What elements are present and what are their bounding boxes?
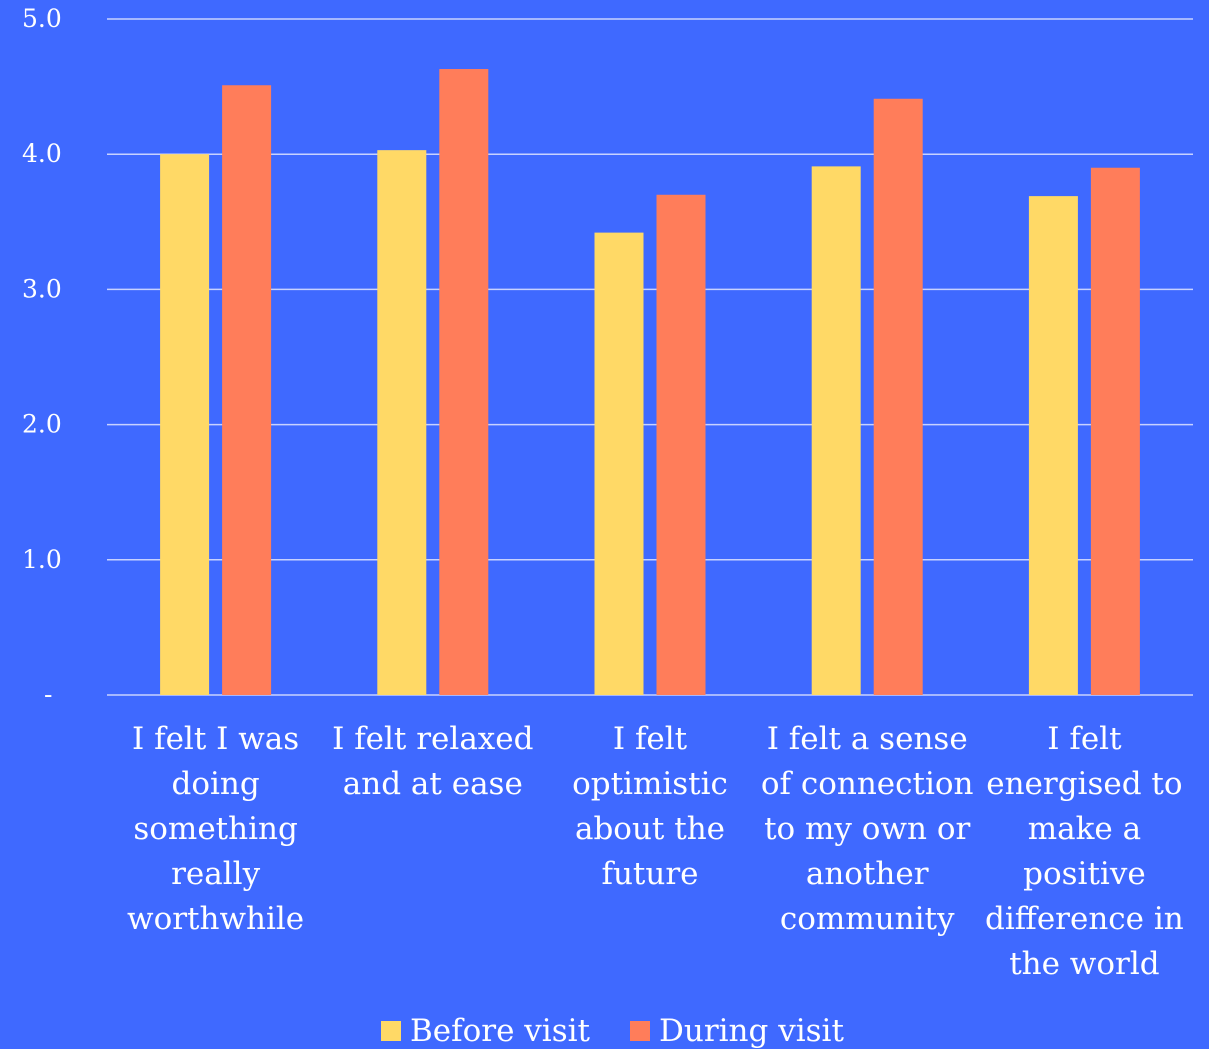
- x-category-label: to my own or: [764, 811, 970, 847]
- bar: [160, 154, 210, 695]
- x-category-label: the world: [1009, 946, 1159, 982]
- y-tick-label: 4.0: [22, 139, 62, 168]
- bar: [222, 85, 272, 696]
- y-tick-label: -: [44, 680, 52, 709]
- bar: [439, 69, 489, 696]
- x-category-label: difference in: [985, 901, 1184, 937]
- bar: [1090, 167, 1140, 696]
- y-tick-label: 3.0: [22, 274, 62, 303]
- x-category-label: I felt: [1047, 721, 1122, 757]
- x-category-label: community: [780, 901, 955, 937]
- bar: [656, 194, 706, 695]
- x-category-label: I felt I was: [132, 721, 299, 757]
- bar: [594, 232, 644, 695]
- bars: [160, 69, 1140, 696]
- x-category-label: energised to: [986, 766, 1182, 802]
- x-category-label: future: [601, 856, 698, 892]
- x-category-label: positive: [1023, 856, 1146, 892]
- x-category-label: worthwhile: [127, 901, 304, 937]
- legend-swatch-during-visit: [630, 1021, 650, 1041]
- x-category-label: of connection: [761, 766, 974, 802]
- y-tick-label: 2.0: [22, 410, 62, 439]
- x-category-label: I felt a sense: [767, 721, 968, 757]
- x-category-label: I felt: [613, 721, 688, 757]
- x-axis-category-labels: I felt I was doing something really worthwhi…: [127, 721, 1184, 982]
- y-tick-label: 1.0: [22, 545, 62, 574]
- x-category-label: optimistic: [572, 766, 728, 802]
- legend: Before visit During visit: [381, 1013, 844, 1049]
- bar: [377, 150, 427, 696]
- legend-label-before-visit: Before visit: [410, 1013, 591, 1049]
- x-category-label: make a: [1028, 811, 1141, 847]
- legend-label-during-visit: During visit: [659, 1013, 844, 1049]
- x-category-label: something: [133, 811, 297, 847]
- x-category-label: really: [171, 856, 260, 892]
- y-tick-label: 5.0: [22, 4, 62, 33]
- x-category-label: about the: [575, 811, 725, 847]
- bar: [811, 166, 861, 696]
- bar: [1028, 196, 1078, 695]
- x-category-label: and at ease: [343, 766, 523, 802]
- gridlines: [107, 18, 1193, 696]
- x-category-label: I felt relaxed: [332, 721, 533, 757]
- x-category-label: another: [806, 856, 929, 892]
- y-axis-tick-labels: - 1.0 2.0 3.0 4.0 5.0: [22, 4, 62, 709]
- x-category-label: doing: [171, 766, 259, 802]
- legend-swatch-before-visit: [381, 1021, 401, 1041]
- bar: [873, 98, 923, 695]
